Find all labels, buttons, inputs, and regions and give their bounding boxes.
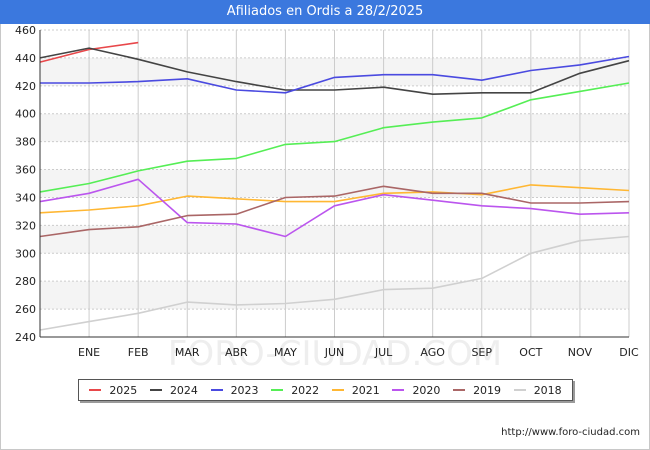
series-lines (39, 41, 630, 331)
x-tick-label: MAR (175, 346, 200, 359)
x-tick-label: ENE (78, 346, 100, 359)
x-tick-label: FEB (128, 346, 149, 359)
legend-label: 2024 (169, 383, 198, 397)
legend: 2025 2024 2023 2022 2021 2020 2019 2018 (78, 379, 573, 401)
series-line-2020 (39, 178, 630, 238)
axes (39, 30, 629, 338)
legend-label: 2022 (291, 383, 320, 397)
y-tick-label: 440 (15, 52, 36, 65)
x-tick-label: DIC (619, 346, 639, 359)
x-tick-label: ABR (225, 346, 248, 359)
series-line-2024 (39, 47, 630, 95)
y-tick-label: 260 (15, 303, 36, 316)
legend-swatch (513, 389, 526, 391)
series-line-2021 (39, 184, 630, 214)
series-line-2019 (39, 185, 630, 238)
legend-label: 2018 (533, 383, 562, 397)
legend-swatch (453, 389, 466, 391)
y-tick-label: 360 (15, 164, 36, 177)
y-tick-label: 420 (15, 80, 36, 93)
legend-swatch (149, 389, 162, 391)
legend-item-2021: 2021 (331, 383, 380, 397)
legend-label: 2025 (109, 383, 138, 397)
x-tick-label: JUL (374, 346, 393, 359)
legend-label: 2023 (230, 383, 259, 397)
grid-lines (40, 29, 630, 338)
legend-label: 2019 (473, 383, 502, 397)
tick-labels: 240 260 280 300 320 340 360 380 400 420 440 460 ENE F… (15, 24, 639, 359)
chart-title: Afiliados en Ordis a 28/2/2025 (0, 0, 650, 24)
legend-item-2020: 2020 (392, 384, 440, 397)
legend-label: 2021 (351, 383, 380, 397)
y-tick-label: 240 (15, 331, 36, 344)
source-url: http://www.foro-ciudad.com (501, 427, 640, 438)
legend-item-2022: 2022 (271, 384, 319, 397)
series-line-2023 (40, 55, 630, 94)
series-line-2022 (39, 82, 630, 193)
x-tick-label: MAY (274, 346, 297, 359)
y-tick-label: 460 (15, 24, 36, 37)
legend-swatch (210, 389, 223, 391)
x-tick-label: SEP (471, 346, 492, 359)
legend-item-2019: 2019 (453, 384, 501, 397)
series-line-2018 (39, 235, 630, 331)
legend-item-2023: 2023 (210, 383, 259, 397)
watermark: FORO-CIUDAD.COM (168, 334, 502, 374)
legend-item-2024: 2024 (149, 383, 198, 397)
legend-swatch (392, 389, 405, 391)
y-tick-label: 400 (15, 108, 36, 121)
x-tick-label: AGO (420, 346, 445, 359)
y-tick-label: 340 (15, 191, 36, 204)
legend-item-2025: 2025 (89, 384, 137, 397)
x-tick-label: NOV (568, 346, 593, 359)
series-line-2025 (39, 41, 139, 63)
y-tick-label: 300 (15, 247, 36, 260)
legend-label: 2020 (412, 383, 441, 397)
y-tick-label: 380 (15, 136, 36, 149)
x-tick-label: JUN (324, 346, 345, 359)
y-tick-label: 280 (15, 275, 36, 288)
legend-item-2018: 2018 (513, 383, 562, 397)
y-tick-label: 320 (15, 219, 36, 232)
legend-swatch (89, 389, 102, 391)
legend-swatch (271, 389, 284, 391)
legend-swatch (331, 389, 344, 391)
x-tick-label: OCT (519, 346, 542, 359)
